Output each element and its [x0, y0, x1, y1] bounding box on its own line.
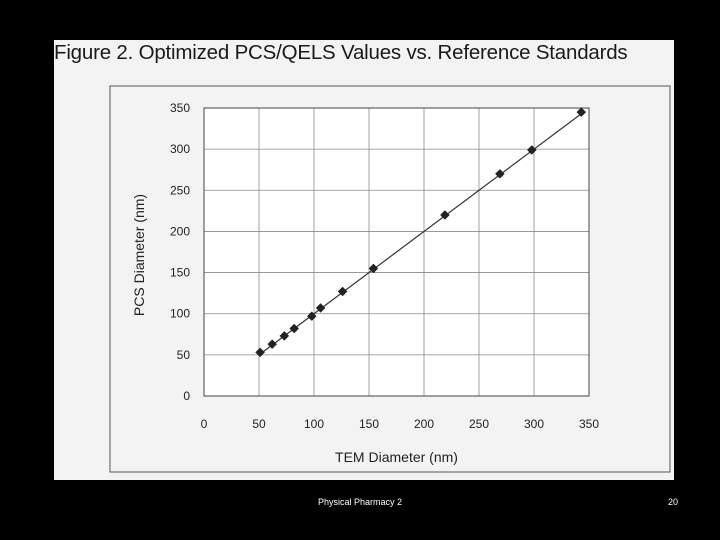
data-point: [495, 168, 505, 179]
y-tick-label: 0: [183, 389, 190, 403]
x-tick-label: 250: [469, 417, 489, 431]
x-tick-label: 300: [524, 417, 544, 431]
y-tick-label: 350: [170, 101, 190, 115]
x-axis-label: TEM Diameter (nm): [335, 449, 458, 465]
y-axis-label: PCS Diameter (nm): [131, 194, 147, 316]
data-point: [289, 323, 300, 334]
data-point: [337, 286, 348, 297]
y-tick-label: 250: [170, 183, 190, 197]
data-point: [368, 263, 379, 274]
data-point: [267, 339, 278, 350]
data-point: [576, 107, 587, 117]
y-tick-label: 50: [177, 348, 191, 362]
data-point: [315, 303, 326, 313]
data-point: [526, 145, 537, 155]
y-tick-label: 150: [170, 266, 190, 280]
x-tick-label: 350: [579, 417, 599, 431]
y-tick-label: 100: [170, 307, 190, 321]
y-tick-label: 200: [170, 224, 190, 238]
figure-title: Figure 2. Optimized PCS/QELS Values vs. …: [54, 41, 628, 64]
x-tick-label: 100: [304, 417, 324, 431]
scatter-chart: 0 50 100 150 200 250 300 350 0 50 100 150 200 250 300 3…: [109, 85, 671, 473]
x-tick-label: 150: [359, 417, 379, 431]
footer-course-title: Physical Pharmacy 2: [317, 497, 403, 507]
x-tick-label: 0: [201, 417, 208, 431]
plot-border: [203, 107, 590, 397]
x-tick-label: 50: [252, 417, 266, 431]
data-point: [255, 347, 265, 358]
data-point: [279, 331, 290, 341]
figure-panel: Figure 2. Optimized PCS/QELS Values vs. …: [54, 40, 674, 480]
data-point: [440, 210, 450, 220]
data-point: [306, 311, 317, 322]
footer-page-number: 20: [667, 497, 678, 507]
x-tick-label: 200: [414, 417, 434, 431]
y-tick-label: 300: [170, 142, 190, 156]
